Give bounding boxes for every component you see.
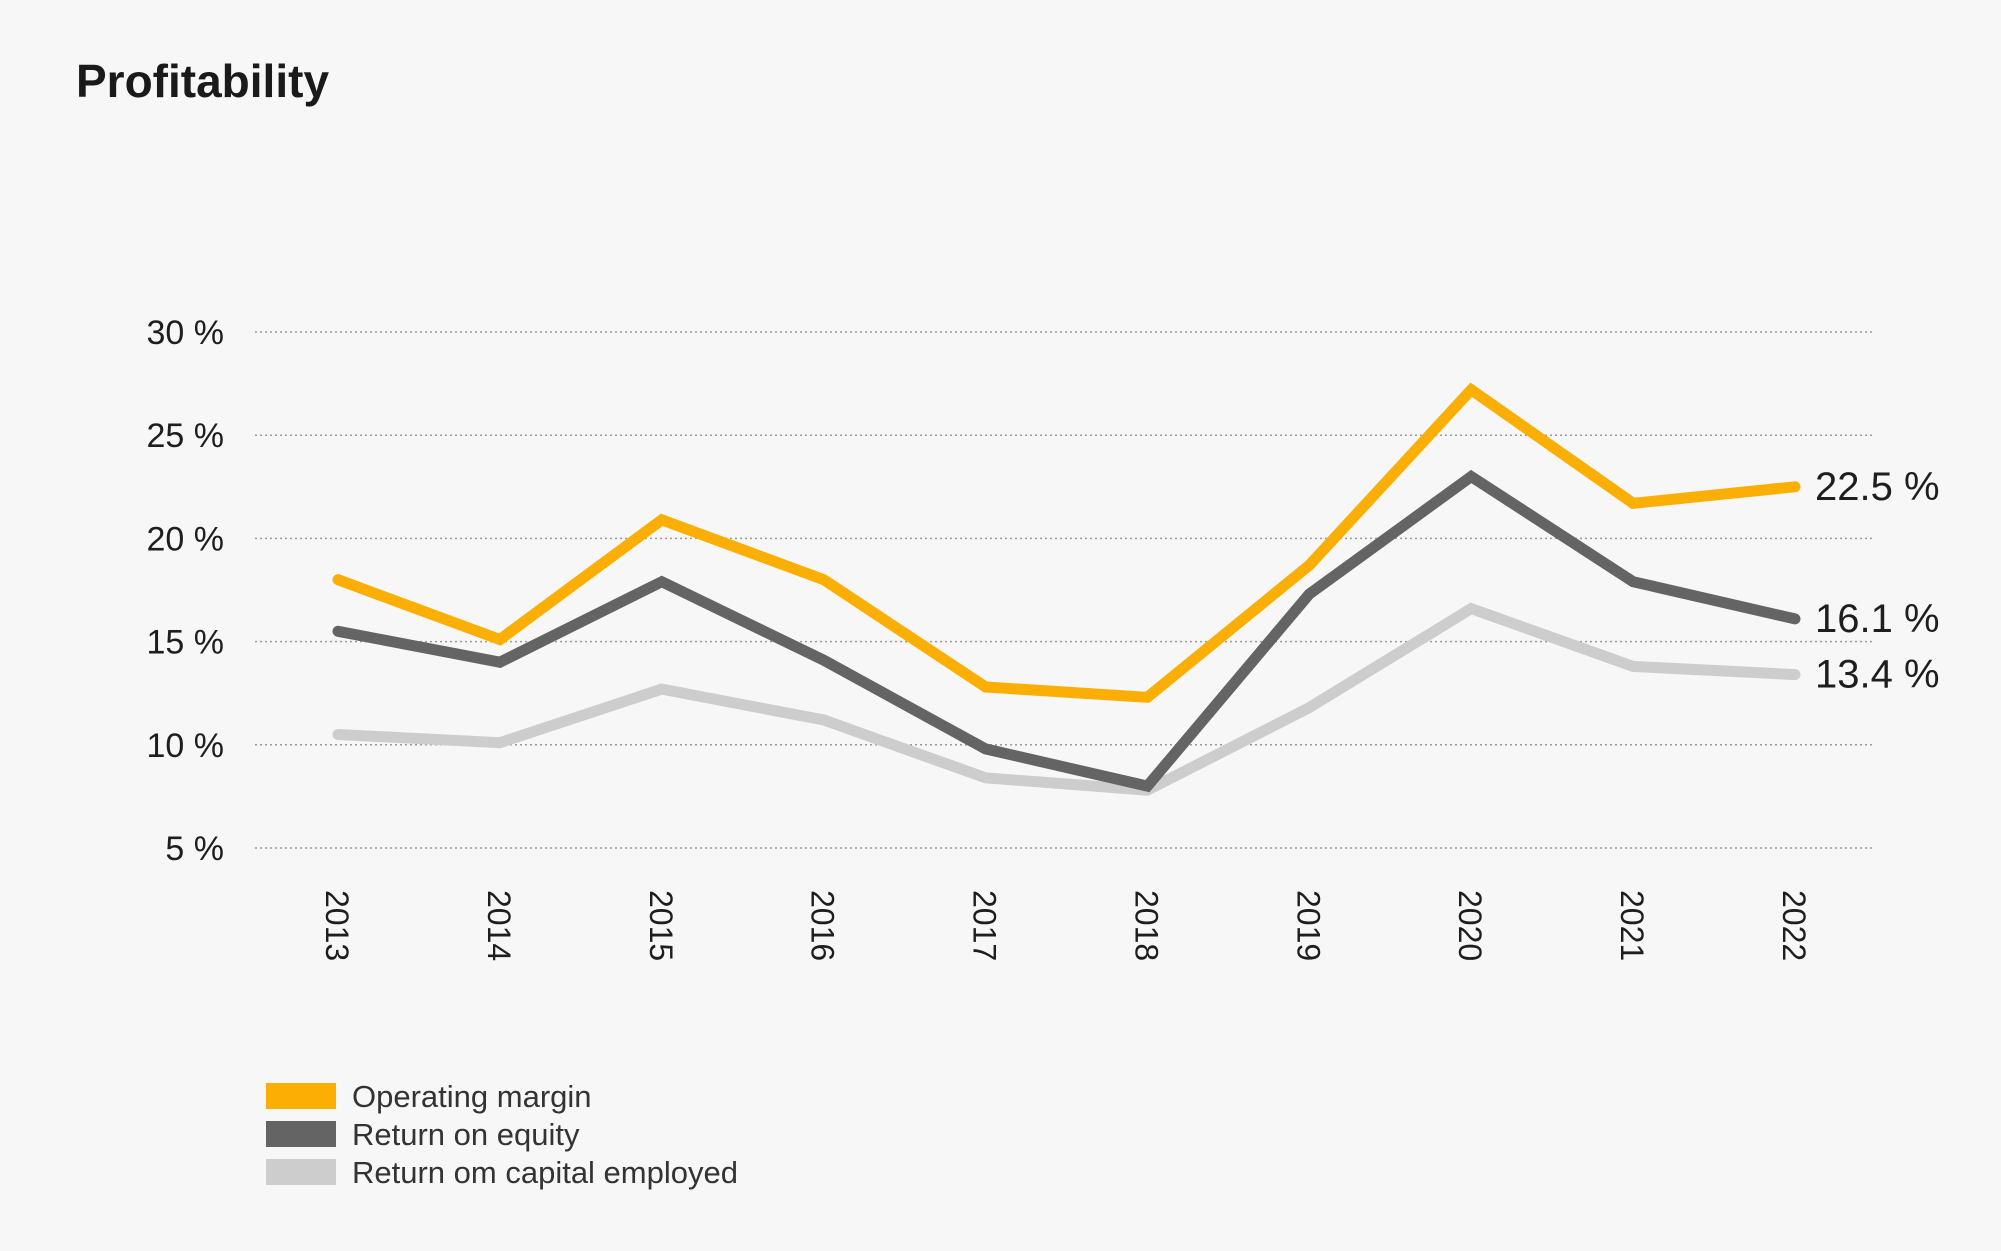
legend-label-return-om-capital-employed: Return om capital employed xyxy=(352,1155,738,1190)
x-tick-label-2022: 2022 xyxy=(1776,890,1812,961)
x-axis-ticks: 2013 2014 2015 2016 2017 2018 2019 2020 2021 2022 xyxy=(319,890,1812,961)
y-tick-label: 25 % xyxy=(147,417,225,455)
series-line-return-om-capital-employed xyxy=(332,602,1801,796)
end-label-operating-margin: 22.5 % xyxy=(1815,465,1940,509)
y-tick-label: 5 % xyxy=(165,830,224,868)
end-label-return-om-capital-employed: 13.4 % xyxy=(1815,653,1940,697)
y-axis-ticks: 5 % 10 % 15 % 20 % 25 % 30 % xyxy=(147,314,225,868)
y-tick-label: 30 % xyxy=(147,314,225,352)
legend-swatch-operating-margin xyxy=(266,1083,336,1109)
x-tick-label-2020: 2020 xyxy=(1452,890,1488,961)
x-tick-label-2016: 2016 xyxy=(805,890,841,961)
x-tick-label-2021: 2021 xyxy=(1614,890,1650,961)
series-line-operating-margin xyxy=(332,382,1801,703)
legend-swatch-return-om-capital-employed xyxy=(266,1159,336,1185)
legend-swatch-return-on-equity xyxy=(266,1121,336,1147)
end-labels: 22.5 % 16.1 % 13.4 % xyxy=(1815,465,1940,697)
legend-label-return-on-equity: Return on equity xyxy=(352,1117,580,1152)
x-tick-label-2019: 2019 xyxy=(1290,890,1326,961)
series-line-return-on-equity xyxy=(332,469,1801,793)
chart-title: Profitability xyxy=(76,55,329,107)
y-tick-label: 10 % xyxy=(147,727,225,765)
x-tick-label-2015: 2015 xyxy=(643,890,679,961)
x-tick-label-2018: 2018 xyxy=(1128,890,1164,961)
y-tick-label: 20 % xyxy=(147,520,225,558)
y-tick-label: 15 % xyxy=(147,624,225,662)
series-lines xyxy=(332,382,1801,796)
legend-label-operating-margin: Operating margin xyxy=(352,1079,592,1114)
x-tick-label-2013: 2013 xyxy=(319,890,355,961)
end-label-return-on-equity: 16.1 % xyxy=(1815,597,1940,641)
x-tick-label-2014: 2014 xyxy=(481,890,517,961)
x-tick-label-2017: 2017 xyxy=(967,890,1003,961)
